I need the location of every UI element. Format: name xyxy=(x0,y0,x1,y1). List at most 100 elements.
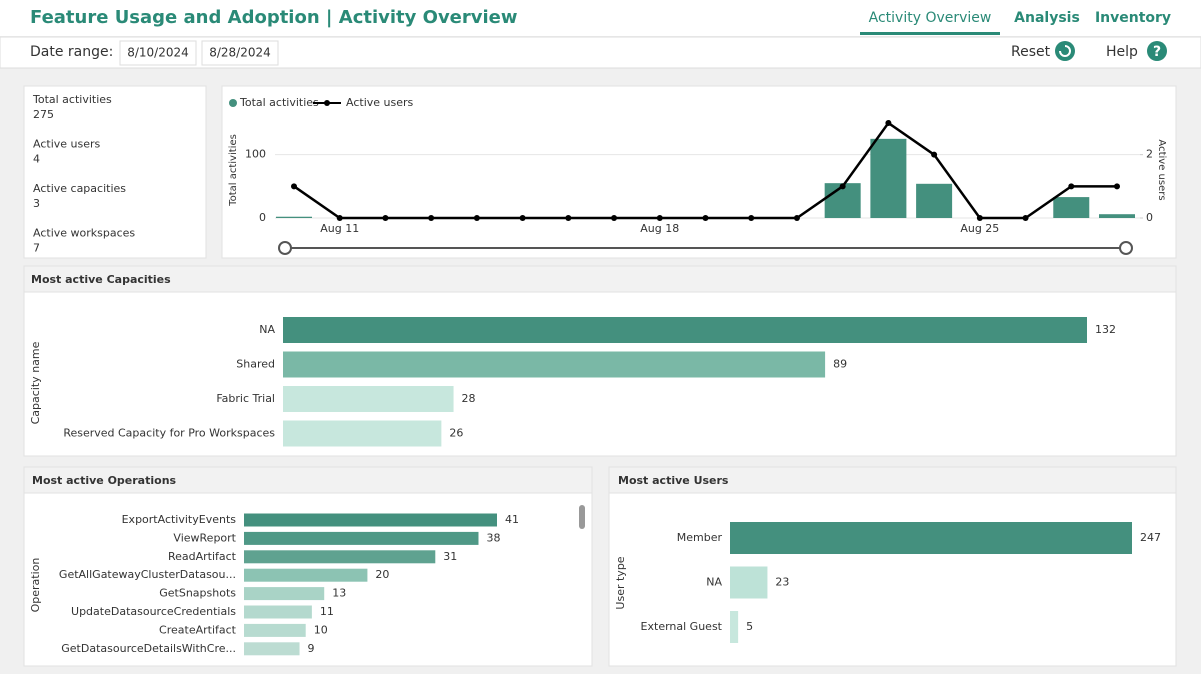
y-axis-title: Total activities xyxy=(228,134,239,207)
kpi-value: 4 xyxy=(33,153,40,166)
bar xyxy=(244,587,325,601)
legend-swatch-dot xyxy=(324,100,330,106)
bar xyxy=(244,605,312,619)
point xyxy=(1114,183,1120,190)
bar xyxy=(244,513,497,527)
bar xyxy=(1053,197,1090,218)
slider-handle[interactable] xyxy=(1119,241,1133,255)
category-label: GetSnapshots xyxy=(159,587,236,600)
bar xyxy=(730,566,768,599)
point xyxy=(748,215,755,221)
category-label: Shared xyxy=(236,358,275,371)
y2-tick-label: 0 xyxy=(1146,211,1153,224)
category-label: External Guest xyxy=(641,620,723,633)
y2-tick-label: 2 xyxy=(1146,148,1153,161)
end-date[interactable]: 8/28/2024 xyxy=(209,46,271,60)
value-label: 20 xyxy=(375,568,389,581)
help-button[interactable]: Help xyxy=(1106,44,1138,60)
page-title: Feature Usage and Adoption | Activity Ov… xyxy=(30,7,518,28)
tab[interactable]: Analysis xyxy=(1014,10,1080,26)
date-range-label: Date range: xyxy=(30,44,113,60)
date-input[interactable] xyxy=(119,40,197,66)
point xyxy=(336,215,343,221)
operations-card xyxy=(23,466,593,667)
point xyxy=(1068,183,1075,190)
point xyxy=(611,215,618,221)
help-icon-glyph: ? xyxy=(1153,44,1161,60)
category-label: Member xyxy=(677,531,723,544)
bar xyxy=(283,386,454,412)
bar xyxy=(283,351,826,378)
reset-icon[interactable] xyxy=(1055,41,1075,61)
category-label: GetAllGatewayClusterDatasou... xyxy=(59,568,236,581)
bar xyxy=(283,317,1087,343)
card-header xyxy=(23,265,1177,293)
value-label: 13 xyxy=(332,587,346,600)
point xyxy=(565,215,572,221)
kpi-value: 3 xyxy=(33,197,40,210)
x-tick-label: Aug 11 xyxy=(320,222,359,235)
date-input[interactable] xyxy=(201,40,279,66)
bar xyxy=(730,611,739,643)
bar xyxy=(283,420,442,447)
value-label: 132 xyxy=(1095,323,1116,336)
point xyxy=(473,215,480,221)
value-label: 23 xyxy=(775,576,789,589)
category-label: UpdateDatasourceCredentials xyxy=(71,605,236,618)
point xyxy=(656,215,663,221)
help-icon[interactable] xyxy=(1147,41,1167,61)
kpi-card xyxy=(23,85,207,259)
kpi-label: Active workspaces xyxy=(33,227,135,240)
value-label: 26 xyxy=(449,427,463,440)
category-label: Reserved Capacity for Pro Workspaces xyxy=(63,427,275,440)
kpi-label: Active users xyxy=(33,138,101,151)
point xyxy=(702,215,709,221)
kpi-value: 275 xyxy=(33,108,54,121)
tab[interactable]: Inventory xyxy=(1095,10,1171,26)
title-bar xyxy=(0,0,1201,36)
category-label: NA xyxy=(706,576,722,589)
trend-card xyxy=(221,85,1177,259)
point xyxy=(1022,215,1029,221)
legend-swatch xyxy=(229,99,237,107)
value-label: 89 xyxy=(833,358,847,371)
point xyxy=(885,120,892,126)
x-tick-label: Aug 25 xyxy=(960,222,999,235)
value-label: 5 xyxy=(746,620,753,633)
value-label: 28 xyxy=(462,392,476,405)
reset-button[interactable]: Reset xyxy=(1011,44,1051,60)
value-label: 247 xyxy=(1140,531,1161,544)
value-label: 11 xyxy=(320,605,334,618)
kpi-label: Active capacities xyxy=(33,182,126,195)
category-label: ReadArtifact xyxy=(168,550,237,563)
bar xyxy=(870,138,907,218)
point xyxy=(428,215,435,221)
card-title: Most active Capacities xyxy=(31,273,171,286)
value-label: 38 xyxy=(486,531,500,544)
category-label: ExportActivityEvents xyxy=(122,513,237,526)
value-label: 31 xyxy=(443,550,457,563)
bar xyxy=(244,623,306,637)
category-label: Fabric Trial xyxy=(216,392,275,405)
users-card xyxy=(608,466,1177,667)
point xyxy=(519,215,526,221)
bar xyxy=(244,531,479,545)
bar xyxy=(730,522,1132,554)
y-axis-title: Operation xyxy=(29,558,42,613)
legend-label: Total activities xyxy=(239,96,319,109)
tab[interactable]: Activity Overview xyxy=(869,10,992,26)
slider-handle[interactable] xyxy=(278,241,292,255)
point xyxy=(931,151,938,158)
point xyxy=(291,183,297,190)
scrollbar[interactable] xyxy=(579,505,585,529)
filter-bar xyxy=(0,36,1201,69)
value-label: 9 xyxy=(308,642,315,655)
y-tick-label: 100 xyxy=(245,148,266,161)
bar xyxy=(916,183,953,218)
start-date[interactable]: 8/10/2024 xyxy=(127,46,189,60)
bar xyxy=(244,568,368,582)
bar xyxy=(1099,214,1135,218)
point xyxy=(976,215,983,221)
